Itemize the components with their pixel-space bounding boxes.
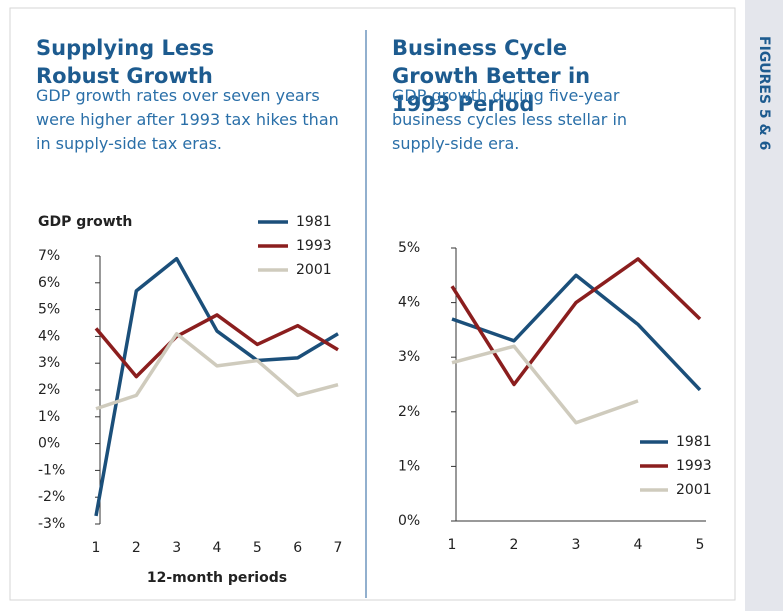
x-tick-label: 1 bbox=[92, 540, 101, 556]
y-axis-label: GDP growth bbox=[38, 214, 132, 230]
legend-label: 2001 bbox=[296, 262, 332, 278]
legend-label: 1993 bbox=[296, 238, 332, 254]
chart-title: Business Cycle Growth Better in 1993 Per… bbox=[392, 36, 591, 116]
chart-subtitle: GDP growth rates over seven years were h… bbox=[36, 86, 339, 153]
x-tick-label: 3 bbox=[172, 540, 181, 556]
y-tick-label: 1% bbox=[38, 409, 60, 425]
x-tick-label: 4 bbox=[213, 540, 222, 556]
y-tick-label: 0% bbox=[398, 513, 420, 529]
y-tick-label: 1% bbox=[398, 458, 420, 474]
y-tick-label: 4% bbox=[38, 328, 60, 344]
y-tick-label: 7% bbox=[38, 248, 60, 264]
chart-title: Supplying Less Robust Growth bbox=[36, 36, 215, 88]
legend-label: 1993 bbox=[676, 458, 712, 474]
x-tick-label: 6 bbox=[293, 540, 302, 556]
y-tick-label: 3% bbox=[38, 355, 60, 371]
x-tick-label: 5 bbox=[253, 540, 262, 556]
series-line bbox=[94, 313, 339, 379]
y-tick-label: -1% bbox=[38, 462, 65, 478]
x-tick-label: 5 bbox=[696, 537, 705, 553]
y-tick-label: 6% bbox=[38, 275, 60, 291]
y-tick-label: -2% bbox=[38, 489, 65, 505]
y-tick-label: 2% bbox=[398, 404, 420, 420]
y-tick-label: 2% bbox=[38, 382, 60, 398]
x-axis-label: 12-month periods bbox=[147, 570, 287, 586]
y-tick-label: 5% bbox=[38, 302, 60, 318]
y-tick-label: -3% bbox=[38, 516, 65, 532]
series-line bbox=[95, 331, 339, 411]
y-tick-label: 5% bbox=[398, 240, 420, 256]
x-tick-label: 1 bbox=[448, 537, 457, 553]
x-tick-label: 4 bbox=[634, 537, 643, 553]
sidebar bbox=[745, 0, 783, 611]
sidebar-label: FIGURES 5 & 6 bbox=[756, 36, 772, 150]
x-tick-label: 2 bbox=[132, 540, 141, 556]
chart-subtitle: GDP growth during five-year business cyc… bbox=[392, 86, 628, 153]
x-tick-label: 7 bbox=[334, 540, 343, 556]
frame bbox=[9, 7, 736, 601]
legend-label: 2001 bbox=[676, 482, 712, 498]
y-tick-label: 0% bbox=[38, 436, 60, 452]
legend-label: 1981 bbox=[296, 214, 332, 230]
x-tick-label: 3 bbox=[572, 537, 581, 553]
x-tick-label: 2 bbox=[510, 537, 519, 553]
y-tick-label: 3% bbox=[398, 349, 420, 365]
series-line bbox=[451, 344, 639, 425]
series-line bbox=[451, 273, 702, 392]
series-line bbox=[94, 256, 339, 517]
y-tick-label: 4% bbox=[398, 295, 420, 311]
legend-label: 1981 bbox=[676, 434, 712, 450]
